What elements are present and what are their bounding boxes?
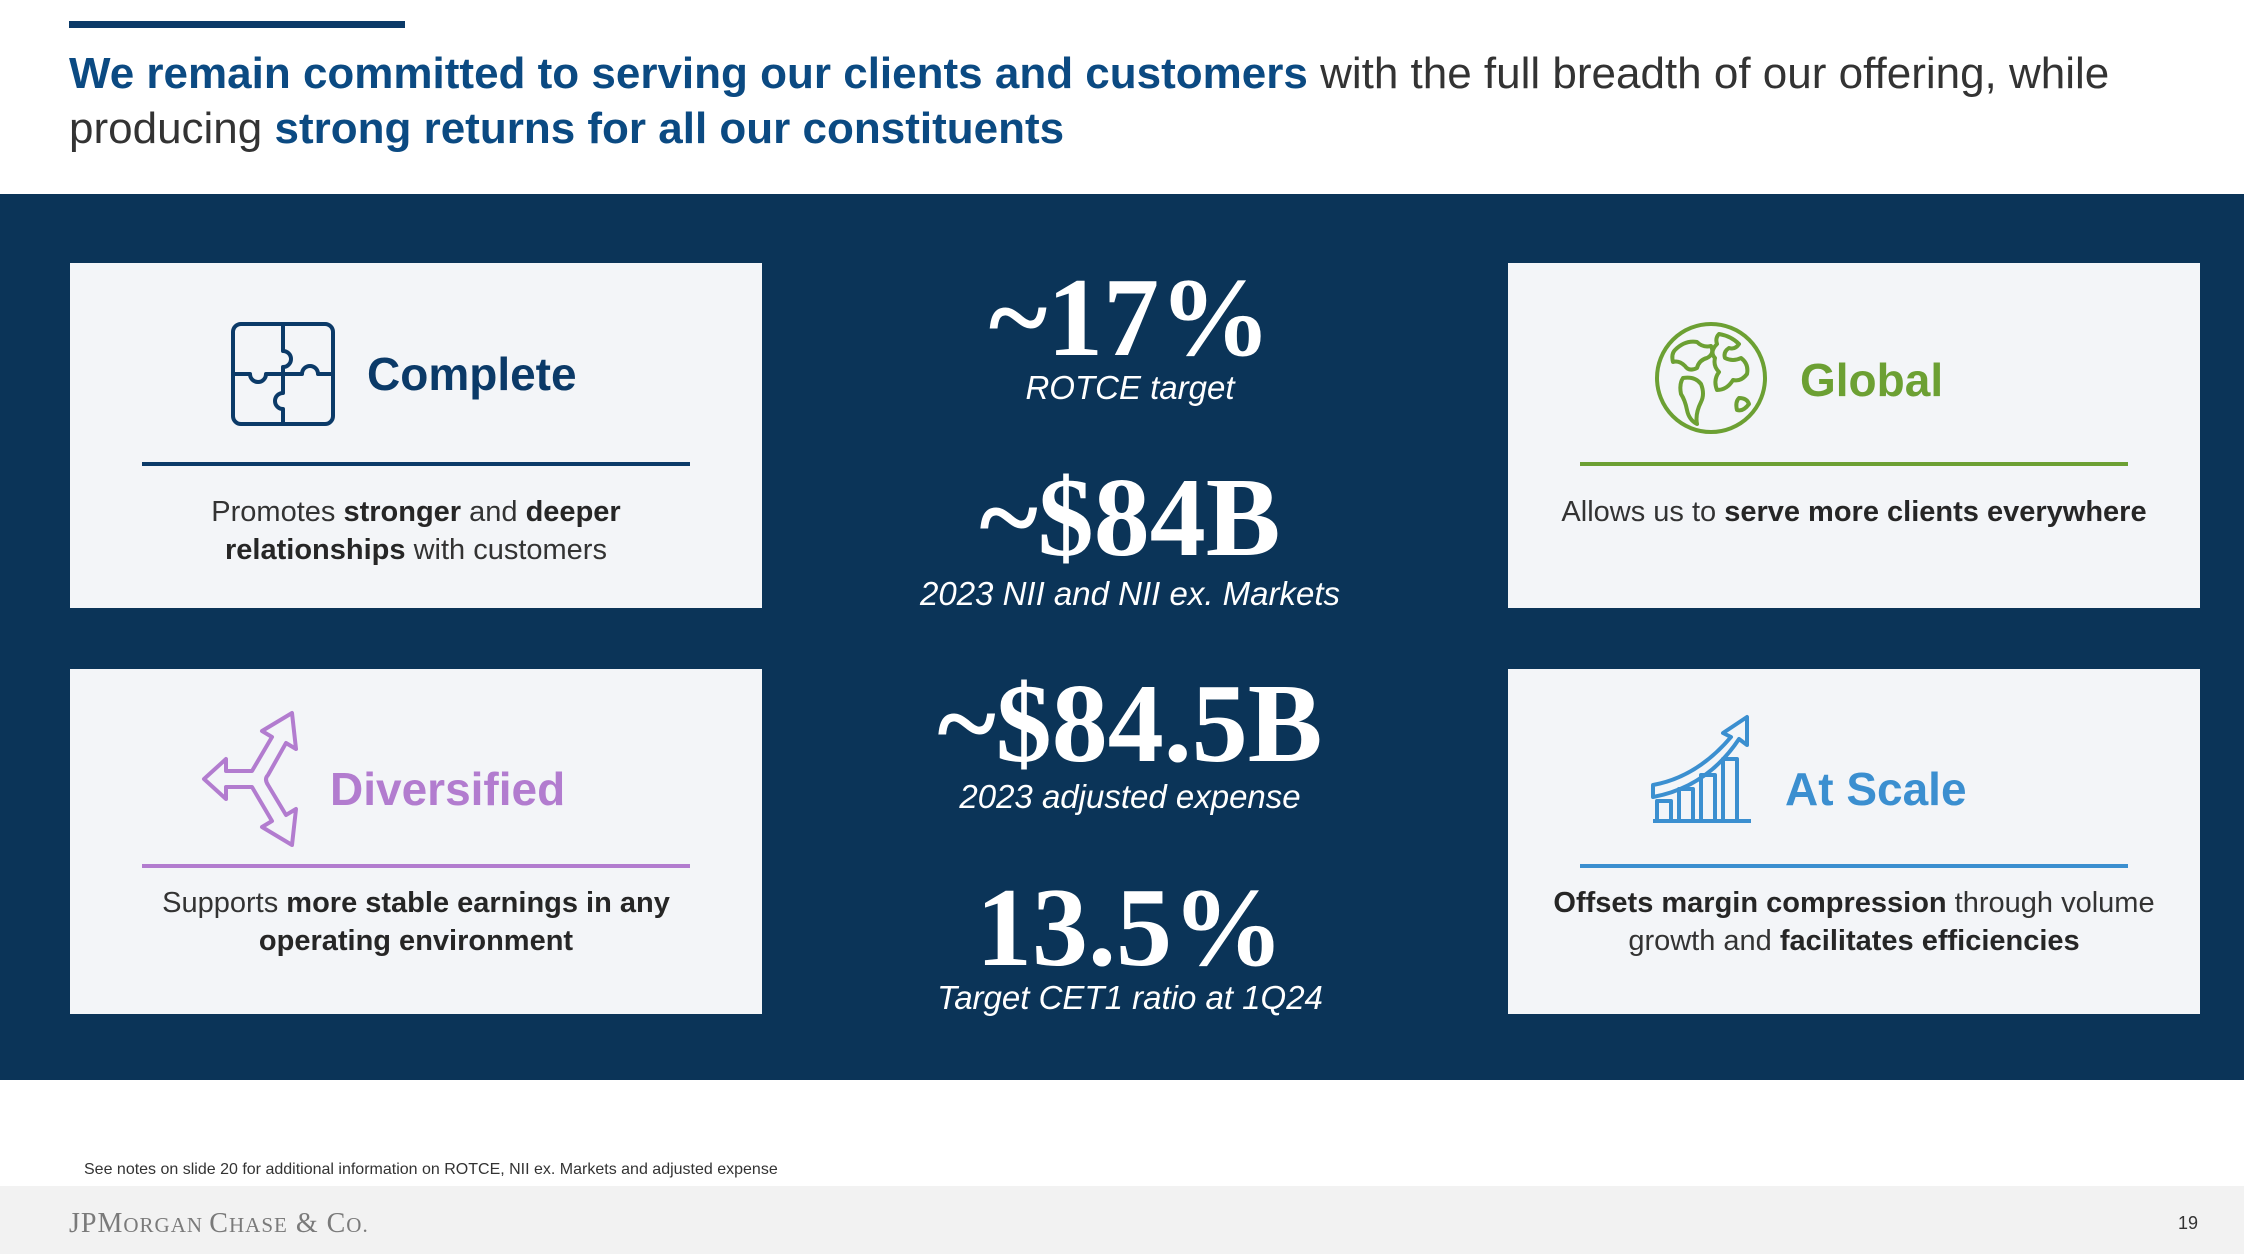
card-title-complete: Complete xyxy=(367,348,577,400)
logo-text: & xyxy=(287,1208,327,1239)
logo-text: HASE xyxy=(228,1213,288,1237)
card-global: Global Allows us to serve more clients e… xyxy=(1508,263,2200,608)
card-title-global: Global xyxy=(1800,354,1944,406)
card-rule-global xyxy=(1580,462,2128,466)
puzzle-icon xyxy=(231,322,335,426)
page-number: 19 xyxy=(2177,1213,2198,1233)
logo-text: C xyxy=(326,1208,347,1239)
metric-label-nii: 2023 NII and NII ex. Markets xyxy=(919,575,1341,612)
card-complete: Complete Promotes stronger and deeper re… xyxy=(70,263,762,608)
body-text: Promotes xyxy=(211,496,344,528)
footnote: See notes on slide 20 for additional inf… xyxy=(84,1161,778,1178)
body-emphasis: relationships xyxy=(225,534,406,566)
body-text: Allows us to xyxy=(1561,496,1725,528)
metric-label-expense: 2023 adjusted expense xyxy=(959,778,1301,815)
diverging-arrows-icon xyxy=(202,711,298,847)
body-emphasis: stronger xyxy=(343,496,462,528)
body-emphasis: facilitates efficiencies xyxy=(1779,925,2080,957)
card-body-at-scale: Offsets margin compression through volum… xyxy=(1548,884,2160,960)
headline-text: with the full breadth of our offering, w… xyxy=(69,49,2110,153)
card-body-complete: Promotes stronger and deeper relationshi… xyxy=(110,493,722,569)
headline-emphasis-2: strong returns for all our constituents xyxy=(274,104,1065,153)
metric-value-expense: ~$84.5B xyxy=(937,662,1323,786)
logo-text: JP xyxy=(69,1208,98,1239)
company-logo: JPMORGAN CHASE & CO. xyxy=(69,1208,369,1240)
growth-chart-icon xyxy=(1651,715,1751,823)
card-title-at-scale: At Scale xyxy=(1785,763,1967,815)
metric-value-cet1: 13.5% xyxy=(976,866,1284,990)
metric-value-rotce: ~17% xyxy=(988,256,1272,380)
globe-icon xyxy=(1655,322,1767,434)
title-accent-rule xyxy=(69,21,405,28)
card-title-diversified: Diversified xyxy=(330,763,566,815)
logo-text: M xyxy=(97,1208,124,1239)
card-rule-diversified xyxy=(142,864,690,868)
metric-value-nii: ~$84B xyxy=(979,456,1281,580)
card-body-diversified: Supports more stable earnings in any ope… xyxy=(110,884,722,960)
key-metrics: ~17% ROTCE target ~$84B 2023 NII and NII… xyxy=(760,0,1500,1100)
slide-headline: We remain committed to serving our clien… xyxy=(69,46,2179,156)
headline-emphasis-1: We remain committed to serving our clien… xyxy=(69,49,1308,98)
body-emphasis: more stable earnings in any operating en… xyxy=(258,887,670,957)
metric-label-cet1: Target CET1 ratio at 1Q24 xyxy=(937,979,1323,1016)
logo-text: O. xyxy=(346,1213,369,1237)
logo-text: C xyxy=(209,1208,229,1239)
metric-label-rotce: ROTCE target xyxy=(1025,369,1235,406)
body-text: through volume growth and xyxy=(1628,887,2155,957)
body-emphasis: deeper xyxy=(525,496,621,528)
body-text: and xyxy=(461,496,526,528)
body-text: Supports xyxy=(162,887,287,919)
card-body-global: Allows us to serve more clients everywhe… xyxy=(1548,493,2160,531)
body-emphasis: Offsets margin compression xyxy=(1553,887,1947,919)
card-rule-at-scale xyxy=(1580,864,2128,868)
logo-text: ORGAN xyxy=(123,1213,210,1237)
card-rule-complete xyxy=(142,462,690,466)
card-at-scale: At Scale Offsets margin compression thro… xyxy=(1508,669,2200,1014)
body-text: with customers xyxy=(405,534,607,566)
slide-footer xyxy=(0,1186,2244,1254)
card-diversified: Diversified Supports more stable earning… xyxy=(70,669,762,1014)
body-emphasis: serve more clients everywhere xyxy=(1724,496,2147,528)
